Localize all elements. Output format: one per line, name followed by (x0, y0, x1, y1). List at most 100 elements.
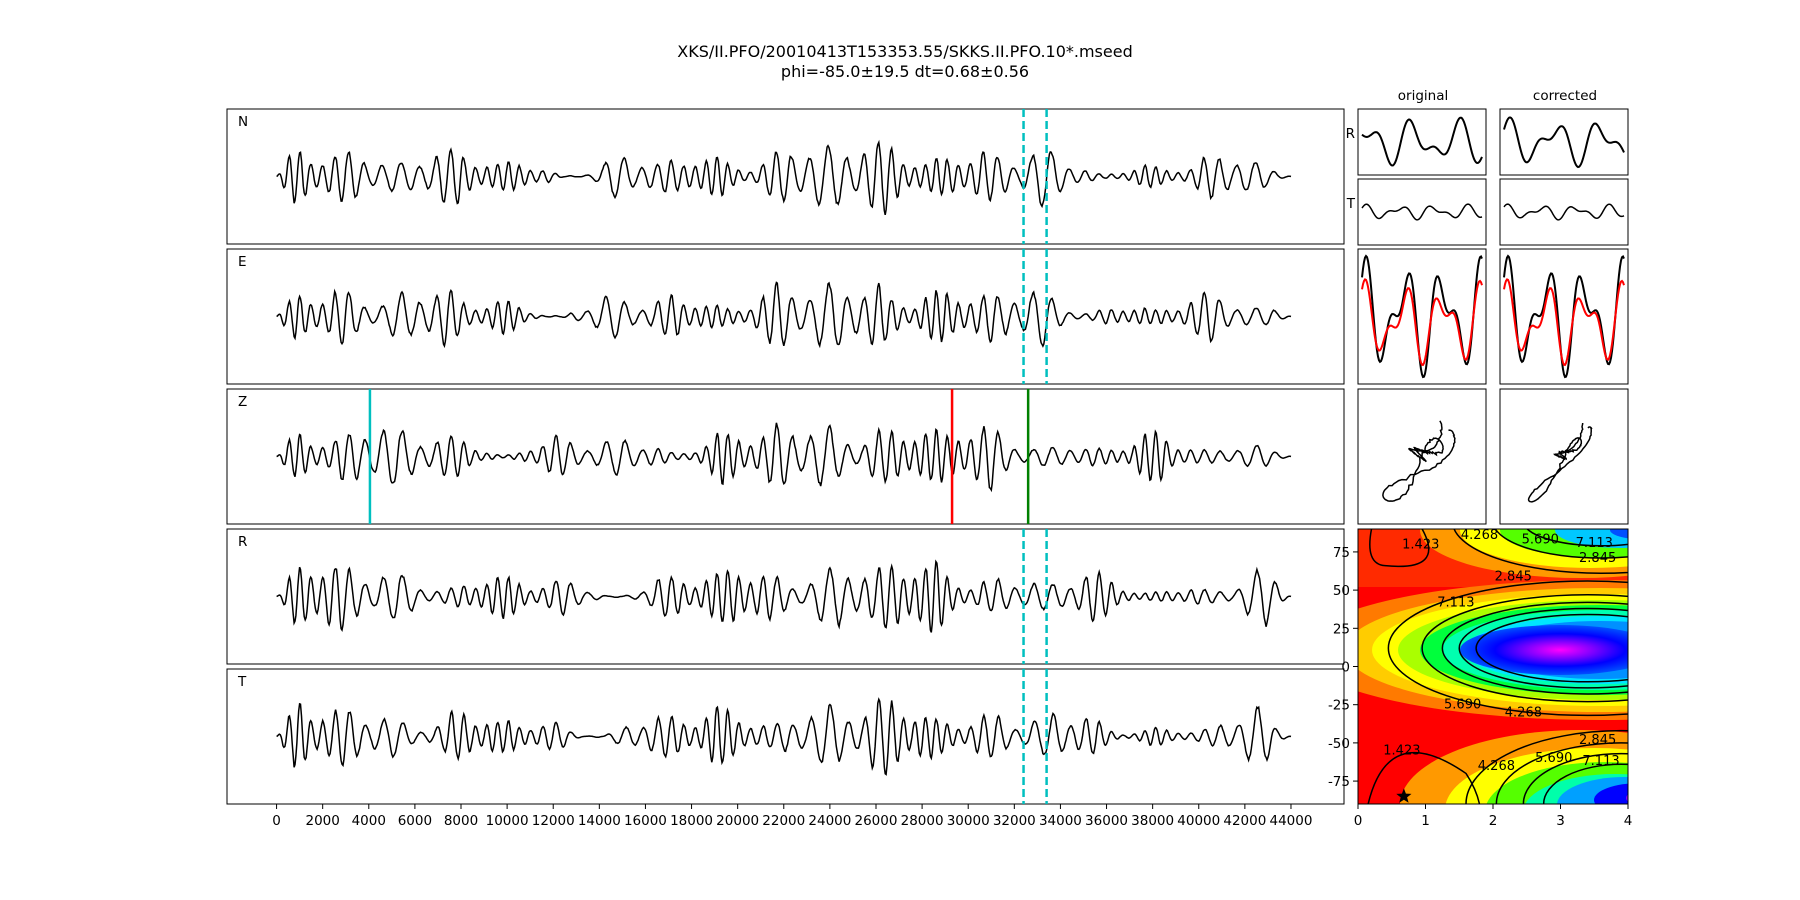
x-tick-label: 44000 (1269, 813, 1312, 829)
pm-frame (1357, 178, 1487, 246)
best-fit-star (1396, 788, 1412, 803)
pm-row-label: T (1346, 196, 1356, 212)
x-tick-label: 40000 (1177, 813, 1220, 829)
x-tick-label: 30000 (947, 813, 990, 829)
x-tick-label: 26000 (855, 813, 898, 829)
heat-y-tick-label: -50 (1328, 736, 1350, 752)
pm-panel (1499, 388, 1629, 525)
contour-line (1458, 607, 1628, 689)
heat-x-tick-label: 3 (1556, 813, 1565, 829)
x-tick-label: 20000 (716, 813, 759, 829)
x-tick-label: 10000 (486, 813, 529, 829)
contour-label: 4.268 (1478, 759, 1515, 774)
heat-x-tick-label: 0 (1354, 813, 1363, 829)
trace-label: N (238, 114, 248, 130)
x-tick-label: 14000 (578, 813, 621, 829)
trace-x-axis: 0 2000 4000 6000 8000 10000 12000 14000 16000 180… (272, 804, 1312, 829)
trace-frame (226, 248, 1345, 385)
trace-frame (226, 528, 1345, 665)
x-tick-label: 8000 (444, 813, 478, 829)
pm-panel (1499, 108, 1629, 176)
trace-line (276, 139, 1292, 216)
heat-y-tick-label: 75 (1333, 545, 1350, 561)
contour-label: 4.268 (1461, 528, 1498, 543)
trace-line (276, 281, 1292, 349)
pm-panel (1357, 248, 1487, 385)
pm-trace-r (1361, 116, 1483, 167)
heat-x-tick-label: 2 (1489, 813, 1498, 829)
column-title-original: original (1398, 88, 1448, 104)
trace-label: E (238, 254, 247, 270)
x-tick-label: 42000 (1223, 813, 1266, 829)
heat-y-tick-label: -25 (1328, 698, 1350, 714)
trace-panel-n: N (226, 108, 1345, 245)
contour-line (1421, 593, 1628, 703)
heat-y-tick-label: 0 (1341, 660, 1350, 676)
trace-line (276, 422, 1292, 493)
trace-frame (226, 668, 1345, 805)
heat-y-tick-label: 25 (1333, 621, 1350, 637)
x-tick-label: 24000 (808, 813, 851, 829)
contour-label: 5.690 (1535, 751, 1572, 766)
x-tick-label: 4000 (352, 813, 386, 829)
trace-label: T (237, 674, 247, 690)
heat-y-tick-label: -75 (1328, 774, 1350, 790)
contour-label: 4.268 (1505, 705, 1542, 720)
figure-title: XKS/II.PFO/20010413T153353.55/SKKS.II.PF… (677, 42, 1132, 61)
pm-trace-red (1503, 278, 1625, 366)
contour-label: 7.113 (1582, 754, 1619, 769)
trace-label: Z (238, 394, 247, 410)
x-tick-label: 0 (272, 813, 281, 829)
trace-panels: N E Z R T (226, 108, 1345, 805)
pm-panel: T (1346, 178, 1487, 246)
x-tick-label: 2000 (305, 813, 339, 829)
x-tick-label: 6000 (398, 813, 432, 829)
contour-label: 1.423 (1402, 537, 1439, 552)
trace-label: R (238, 534, 247, 550)
contour-label: 2.845 (1579, 551, 1616, 566)
contour-line (1441, 601, 1628, 695)
pm-panel (1499, 248, 1629, 385)
trace-panel-z: Z (226, 388, 1345, 525)
contour-line (1495, 742, 1628, 804)
x-tick-label: 32000 (993, 813, 1036, 829)
x-tick-label: 34000 (1039, 813, 1082, 829)
x-tick-label: 36000 (1085, 813, 1128, 829)
trace-panel-e: E (226, 248, 1345, 385)
pm-panel (1357, 388, 1487, 525)
pm-particle-path (1382, 420, 1456, 502)
particle-motion-panels: RT (1346, 108, 1629, 525)
contour-label: 1.423 (1383, 744, 1420, 759)
heat-y-tick-label: 50 (1333, 583, 1350, 599)
pm-frame (1357, 108, 1487, 176)
x-tick-label: 28000 (901, 813, 944, 829)
contour-label: 5.690 (1444, 698, 1481, 713)
x-tick-label: 16000 (624, 813, 667, 829)
contour-line (1465, 729, 1628, 804)
trace-frame (226, 388, 1345, 525)
pm-row-label: R (1346, 126, 1355, 142)
pm-trace-t (1361, 203, 1483, 221)
contour-line (1494, 529, 1628, 559)
contour-label: 7.113 (1576, 536, 1613, 551)
pm-trace-r (1503, 116, 1625, 169)
contour-label: 2.845 (1495, 569, 1532, 584)
heatmap-axes: 0 1 2 3 4 75 50 25 0 -25 -50 -75 (1328, 545, 1632, 829)
trace-frame (226, 108, 1345, 245)
pm-trace-red (1361, 278, 1483, 366)
x-tick-label: 38000 (1131, 813, 1174, 829)
contour-line (1526, 529, 1628, 547)
pm-trace-t (1503, 203, 1625, 221)
heat-x-tick-label: 4 (1624, 813, 1633, 829)
pm-panel: R (1346, 108, 1487, 176)
contour-label: 7.113 (1437, 595, 1474, 610)
pm-panel (1499, 178, 1629, 246)
x-tick-label: 12000 (532, 813, 575, 829)
best-fit-star-shape (1396, 788, 1412, 803)
contour-line (1387, 580, 1628, 717)
pm-particle-path (1527, 422, 1593, 503)
trace-line (276, 559, 1292, 633)
